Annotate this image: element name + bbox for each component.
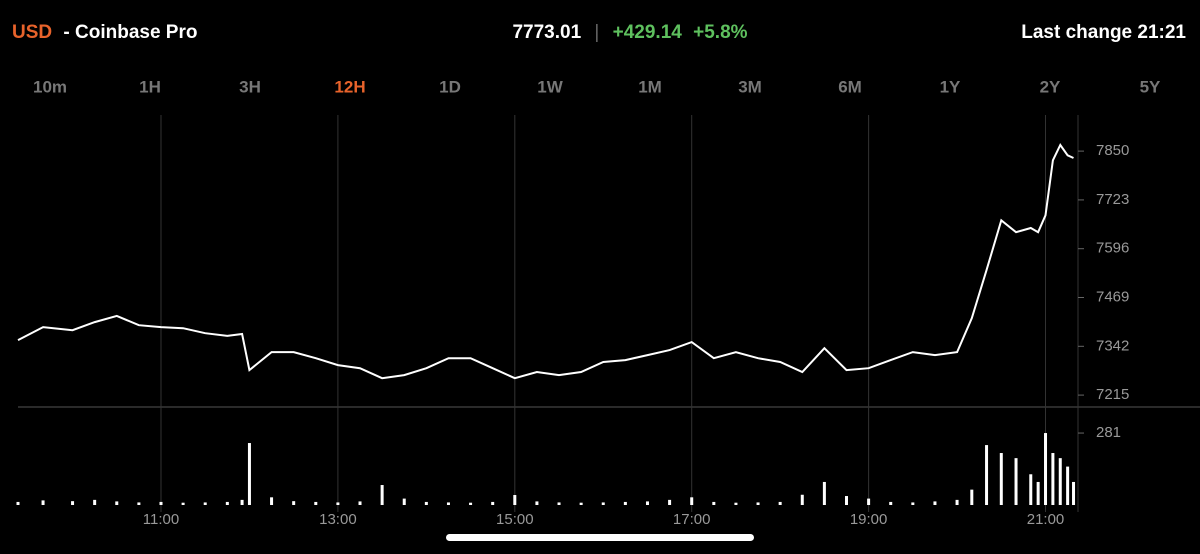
x-tick-label: 21:00 xyxy=(1027,511,1065,528)
volume-bar xyxy=(579,502,583,505)
volume-bar xyxy=(712,501,716,505)
volume-bar xyxy=(336,502,340,505)
volume-bar xyxy=(1029,474,1033,505)
tab[interactable]: 12H xyxy=(334,77,365,96)
price: 7773.01 xyxy=(512,22,581,43)
volume-bar xyxy=(469,502,473,505)
price-line xyxy=(17,143,1074,380)
header-title: USD - Coinbase Pro xyxy=(12,22,197,43)
volume-bar xyxy=(985,445,989,505)
y-tick-label: 7342 xyxy=(1096,337,1129,354)
volume-bar xyxy=(16,501,20,505)
volume-bar xyxy=(402,498,406,505)
change: +429.14 xyxy=(613,22,683,43)
volume-bar xyxy=(358,501,362,505)
volume-bar xyxy=(535,501,539,505)
tab[interactable]: 1W xyxy=(537,77,563,96)
home-indicator xyxy=(446,534,754,541)
volume-bar xyxy=(380,485,384,505)
tab[interactable]: 1H xyxy=(139,77,161,96)
tab[interactable]: 3M xyxy=(738,77,762,96)
volume-bar xyxy=(240,499,244,505)
last-change: Last change 21:21 xyxy=(1021,22,1186,43)
volume-bar xyxy=(292,501,296,505)
price-line: 7773.01 | +429.14 +5.8% xyxy=(512,22,747,43)
volume-bar xyxy=(623,501,627,505)
volume-bar xyxy=(513,495,517,505)
volume-bar xyxy=(424,501,428,505)
volume-bar xyxy=(314,501,318,505)
tab[interactable]: 1D xyxy=(439,77,461,96)
volume-bar xyxy=(933,501,937,505)
volume-bar xyxy=(491,501,495,505)
volume-bar xyxy=(93,499,97,505)
y-tick-label: 7469 xyxy=(1096,288,1129,305)
volume-bar xyxy=(778,501,782,505)
volume-bar xyxy=(446,502,450,505)
tab[interactable]: 3H xyxy=(239,77,261,96)
y-tick-label: 7596 xyxy=(1096,240,1129,257)
volume-bar xyxy=(756,502,760,505)
volume-bar xyxy=(181,502,185,505)
volume-bar xyxy=(668,499,672,505)
volume-bar xyxy=(1014,458,1018,505)
volume-bar xyxy=(225,501,229,505)
volume-bar xyxy=(645,501,649,505)
volume-bar xyxy=(822,481,826,505)
volume-bar xyxy=(999,453,1003,505)
volume-bar xyxy=(557,502,561,505)
exchange: - Coinbase Pro xyxy=(63,22,197,43)
volume-bar xyxy=(1058,458,1062,505)
volume-bar xyxy=(270,497,274,505)
volume-bar xyxy=(71,501,75,505)
volume-bar xyxy=(159,501,163,505)
tab-bar: 10m 1H 3H 12H 1D 1W 1M 3M 6M 1Y 2Y 5Y xyxy=(33,77,1161,96)
volume-bar xyxy=(911,502,915,505)
x-tick-label: 15:00 xyxy=(496,511,534,528)
y-tick-label: 7850 xyxy=(1096,142,1129,159)
currency: USD xyxy=(12,22,52,43)
volume-bar xyxy=(1036,481,1040,505)
x-tick-label: 19:00 xyxy=(850,511,888,528)
tab[interactable]: 6M xyxy=(838,77,862,96)
volume-bar xyxy=(601,502,605,505)
y-tick-label: 7215 xyxy=(1096,386,1129,403)
volume-bar xyxy=(955,499,959,505)
x-tick-label: 11:00 xyxy=(143,511,179,528)
volume-bar xyxy=(137,502,141,505)
tab[interactable]: 10m xyxy=(33,77,67,96)
y-tick-label: 7723 xyxy=(1096,191,1129,208)
volume-bar xyxy=(41,500,45,505)
volume-bar xyxy=(734,502,738,505)
volume-bar xyxy=(800,494,804,505)
volume-bar xyxy=(844,496,848,505)
tab[interactable]: 2Y xyxy=(1040,77,1061,96)
separator: | xyxy=(594,22,599,43)
volume-bar xyxy=(1072,481,1076,505)
volume-bar xyxy=(247,443,251,505)
y-tick-label: 281 xyxy=(1096,424,1121,441)
volume-bar xyxy=(970,489,974,505)
tab[interactable]: 1Y xyxy=(940,77,961,96)
volume-bar xyxy=(115,501,119,505)
volume-bar xyxy=(889,501,893,505)
volume-bar xyxy=(867,498,871,505)
x-tick-label: 13:00 xyxy=(319,511,357,528)
volume-bar xyxy=(690,497,694,505)
volume-bar xyxy=(1044,433,1048,505)
volume-bar xyxy=(203,502,207,505)
volume-bar xyxy=(1066,466,1070,505)
tab[interactable]: 5Y xyxy=(1140,77,1161,96)
tab[interactable]: 1M xyxy=(638,77,662,96)
change-pct: +5.8% xyxy=(693,22,748,43)
chart: 11:00 13:00 15:00 17:00 19:00 21:00 7215 7342 74… xyxy=(16,115,1129,528)
x-tick-label: 17:00 xyxy=(673,511,711,528)
volume-bar xyxy=(1051,453,1055,505)
